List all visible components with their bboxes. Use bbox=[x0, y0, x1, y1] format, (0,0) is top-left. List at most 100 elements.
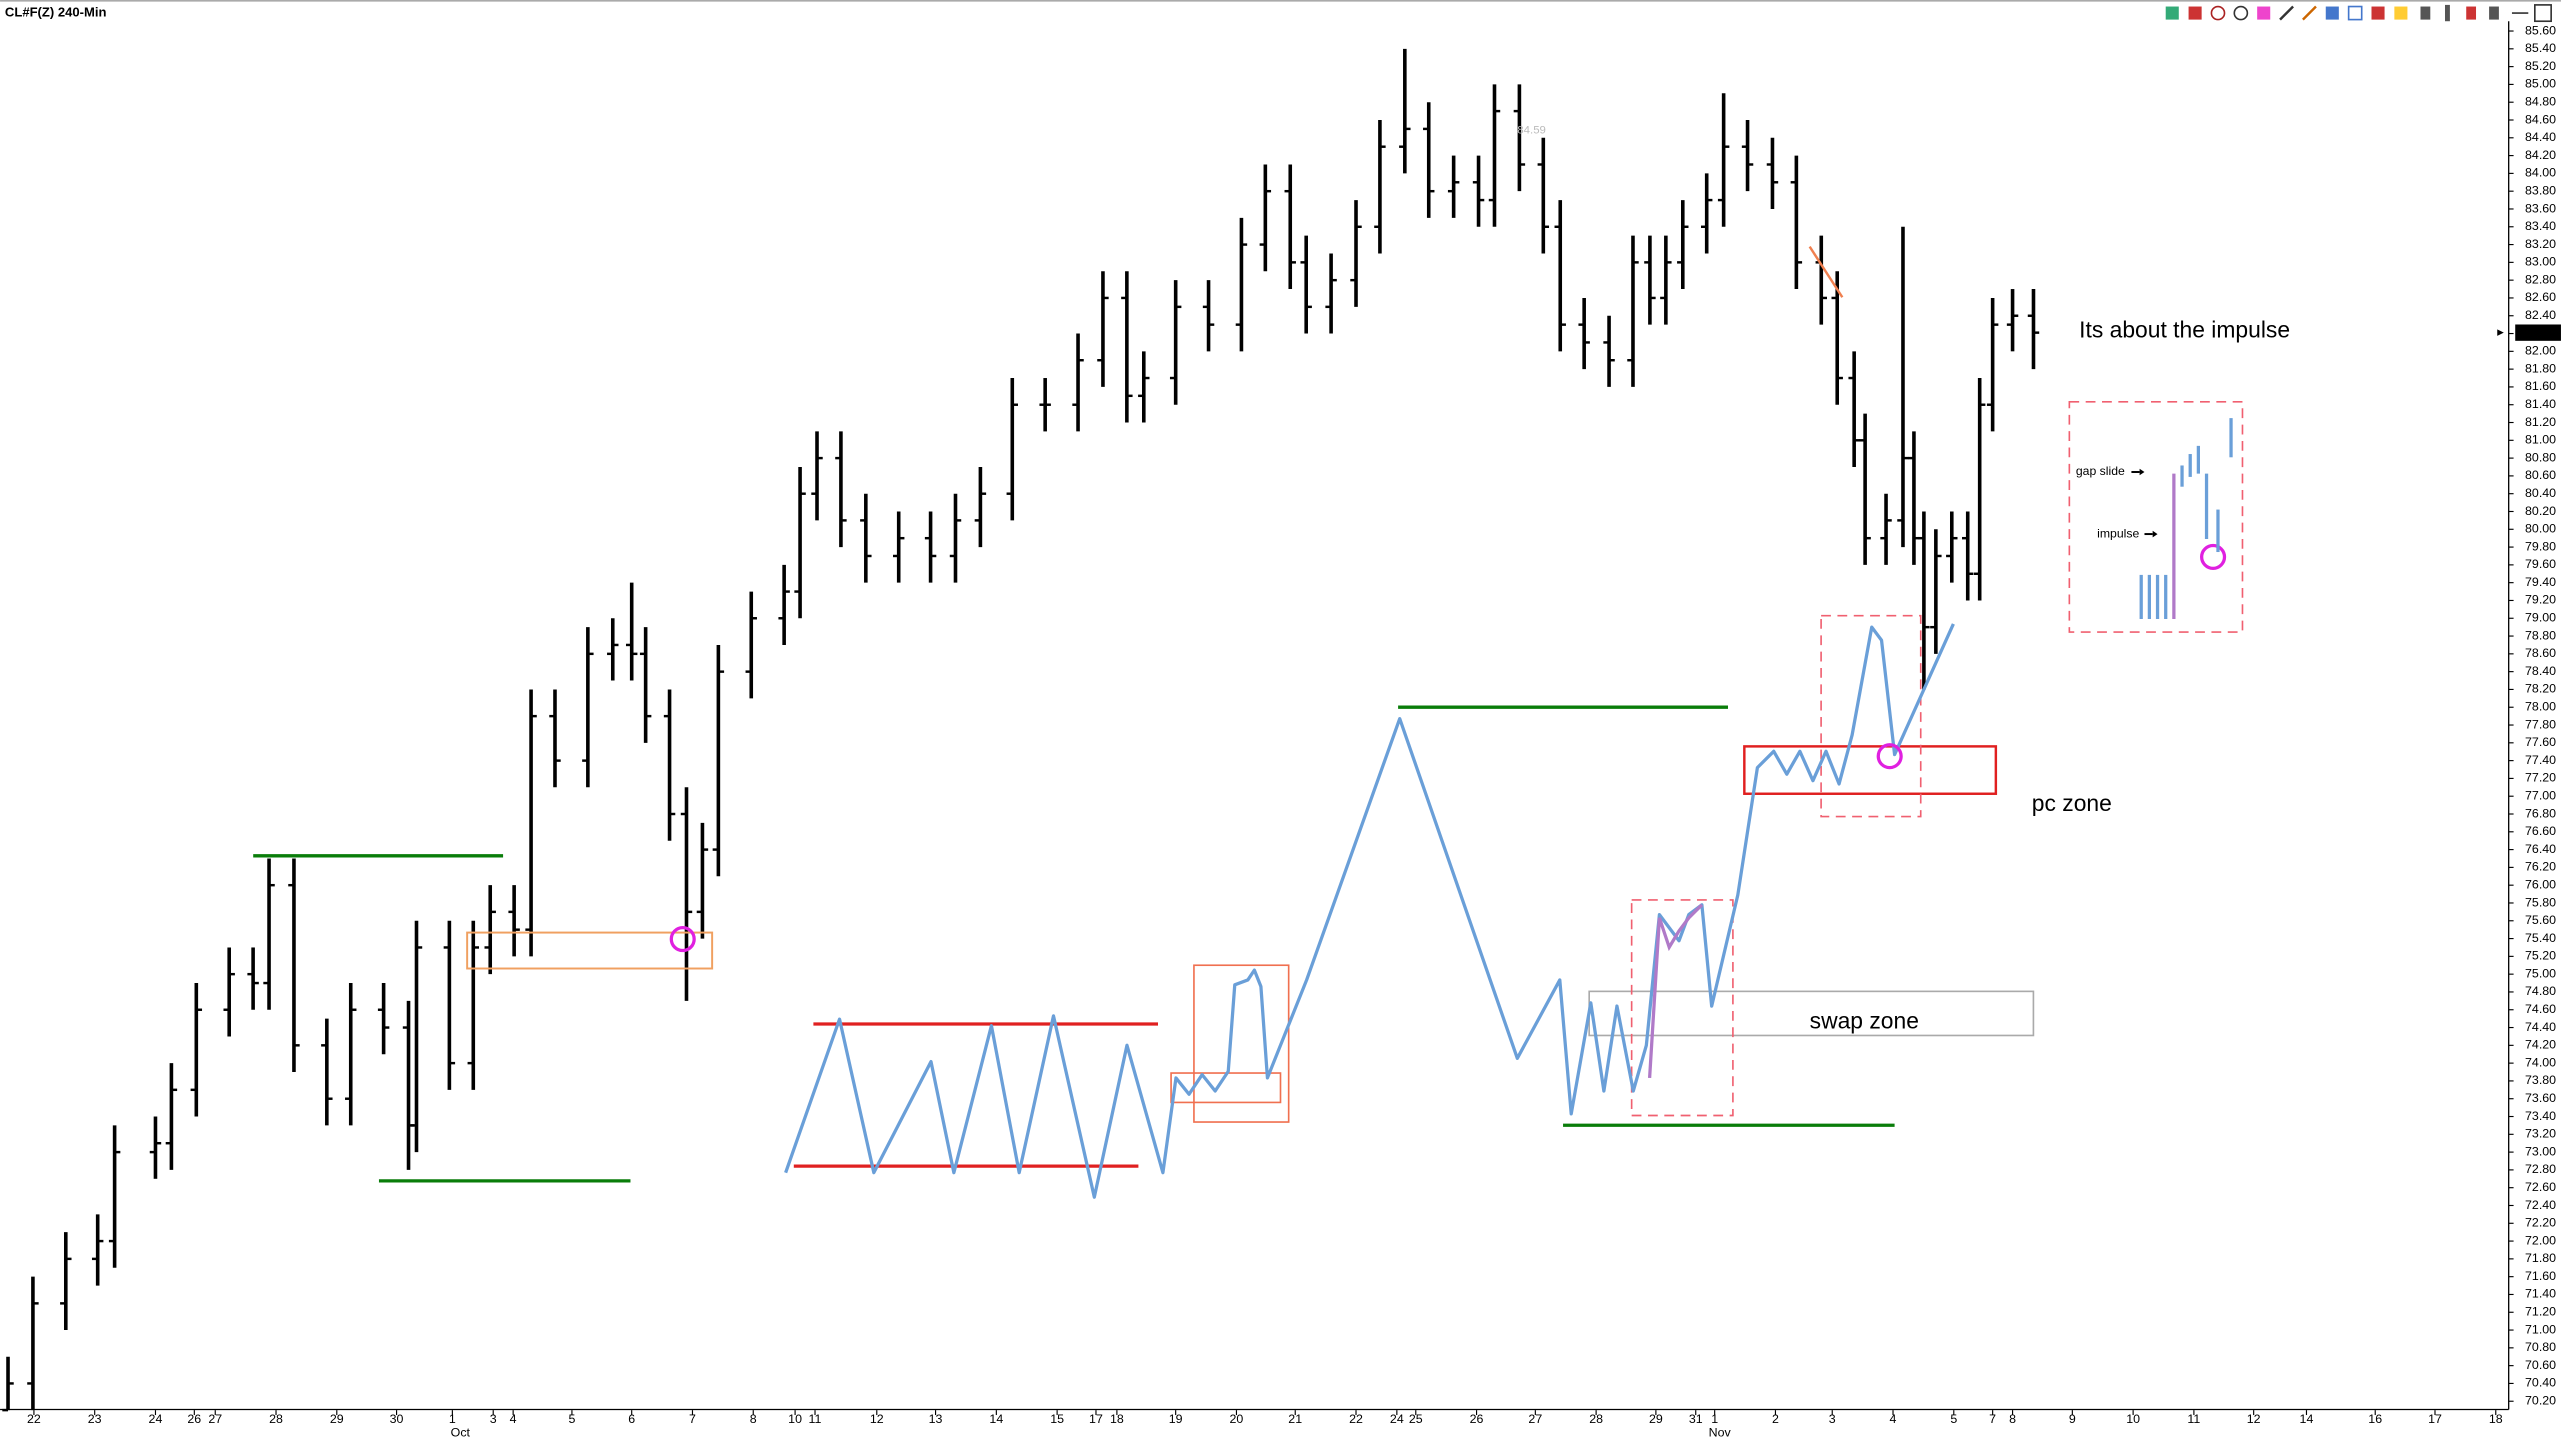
y-tick-label: 82.80 bbox=[2525, 272, 2556, 286]
tool-icon[interactable] bbox=[2466, 6, 2477, 20]
x-tick-label: 1 bbox=[1711, 1412, 1718, 1426]
tool-icon[interactable] bbox=[2279, 5, 2294, 21]
tool-icon[interactable] bbox=[2534, 4, 2552, 23]
pc-zone-box bbox=[1743, 745, 1998, 795]
tool-icon[interactable] bbox=[2394, 6, 2408, 20]
x-tick-label: 29 bbox=[1649, 1412, 1663, 1426]
x-tick-label: 27 bbox=[208, 1412, 222, 1426]
x-tick-label: 17 bbox=[1089, 1412, 1103, 1426]
y-tick-label: 84.60 bbox=[2525, 112, 2556, 126]
y-tick-label: 85.00 bbox=[2525, 77, 2556, 91]
marker-circle bbox=[2200, 543, 2227, 570]
chart-title: CL#F(Z) 240-Min bbox=[5, 5, 107, 20]
tool-icon[interactable] bbox=[2420, 6, 2431, 20]
y-tick-label: 74.00 bbox=[2525, 1055, 2556, 1069]
y-tick-label: 70.80 bbox=[2525, 1340, 2556, 1354]
x-tick-label: 16 bbox=[2368, 1412, 2382, 1426]
x-tick-label: 17 bbox=[2428, 1412, 2442, 1426]
trend-line bbox=[1808, 245, 1844, 298]
inset-sketch bbox=[2139, 418, 2233, 619]
pointer-arrow bbox=[2139, 468, 2145, 476]
y-tick-label: 82.40 bbox=[2525, 308, 2556, 322]
y-tick-label: 80.20 bbox=[2525, 504, 2556, 518]
x-tick-label: 7 bbox=[689, 1412, 696, 1426]
x-tick-label: 3 bbox=[1829, 1412, 1836, 1426]
y-tick-label: 76.80 bbox=[2525, 806, 2556, 820]
y-tick-label: 75.00 bbox=[2525, 966, 2556, 980]
tool-icon[interactable] bbox=[2165, 6, 2179, 20]
y-tick-label: 83.60 bbox=[2525, 201, 2556, 215]
y-tick-label: 71.00 bbox=[2525, 1322, 2556, 1336]
x-tick-label: 22 bbox=[27, 1412, 41, 1426]
annotation: pc zone bbox=[2032, 790, 2112, 816]
y-tick-label: 81.80 bbox=[2525, 361, 2556, 375]
annotation: gap slide bbox=[2076, 464, 2125, 478]
x-tick-label: 4 bbox=[510, 1412, 517, 1426]
tool-icon[interactable] bbox=[2233, 5, 2249, 21]
x-tick-label: 10 bbox=[788, 1412, 802, 1426]
y-tick-label: 72.00 bbox=[2525, 1233, 2556, 1247]
tool-icon[interactable] bbox=[2325, 6, 2339, 20]
y-tick-label: 75.40 bbox=[2525, 931, 2556, 945]
annotation: impulse bbox=[2097, 526, 2139, 540]
y-tick-label: 84.00 bbox=[2525, 166, 2556, 180]
x-tick-label: 28 bbox=[1589, 1412, 1603, 1426]
x-tick-label: 10 bbox=[2126, 1412, 2140, 1426]
zone-box bbox=[466, 931, 714, 970]
y-tick-label: 71.40 bbox=[2525, 1287, 2556, 1301]
x-tick-label: 11 bbox=[2187, 1412, 2200, 1426]
tool-icon[interactable] bbox=[2489, 6, 2499, 20]
y-tick-label: 73.00 bbox=[2525, 1144, 2556, 1158]
x-tick-label: 28 bbox=[269, 1412, 283, 1426]
y-tick-label: 70.40 bbox=[2525, 1376, 2556, 1390]
y-tick-label: 72.60 bbox=[2525, 1180, 2556, 1194]
x-tick-label: 24 bbox=[1390, 1412, 1404, 1426]
marker-circle bbox=[1876, 743, 1903, 770]
tool-icon[interactable] bbox=[2371, 6, 2385, 20]
tool-icon[interactable] bbox=[2188, 6, 2202, 20]
x-tick-label: 3 bbox=[490, 1412, 497, 1426]
x-tick-label: 18 bbox=[2489, 1412, 2503, 1426]
x-tick-label: 20 bbox=[1230, 1412, 1244, 1426]
tool-icon[interactable] bbox=[2347, 5, 2363, 21]
y-tick-label: 81.00 bbox=[2525, 433, 2556, 447]
x-tick-label: 11 bbox=[809, 1412, 822, 1426]
y-tick-label: 85.40 bbox=[2525, 41, 2556, 55]
tool-icon[interactable] bbox=[2302, 5, 2317, 21]
y-tick-label: 74.20 bbox=[2525, 1038, 2556, 1052]
y-tick-label: 73.20 bbox=[2525, 1127, 2556, 1141]
x-tick-label: 29 bbox=[330, 1412, 344, 1426]
x-month-label: Oct bbox=[451, 1425, 471, 1439]
tool-icon[interactable] bbox=[2444, 4, 2450, 22]
last-price-label: 82.21 bbox=[2525, 325, 2556, 339]
x-tick-label: 19 bbox=[1169, 1412, 1183, 1426]
y-tick-label: 79.00 bbox=[2525, 611, 2556, 625]
x-tick-label: 2 bbox=[1772, 1412, 1779, 1426]
y-tick-label: 70.60 bbox=[2525, 1358, 2556, 1372]
y-tick-label: 76.20 bbox=[2525, 860, 2556, 874]
y-tick-label: 78.80 bbox=[2525, 628, 2556, 642]
y-tick-label: 78.20 bbox=[2525, 682, 2556, 696]
y-tick-label: 82.00 bbox=[2525, 344, 2556, 358]
y-tick-label: 71.60 bbox=[2525, 1269, 2556, 1283]
y-tick-label: 85.60 bbox=[2525, 23, 2556, 37]
tool-icon[interactable] bbox=[2257, 6, 2271, 20]
y-tick-label: 81.60 bbox=[2525, 379, 2556, 393]
y-tick-label: 70.20 bbox=[2525, 1394, 2556, 1408]
tool-icon[interactable] bbox=[2210, 5, 2226, 21]
drawings bbox=[253, 245, 2244, 1199]
x-tick-label: 13 bbox=[929, 1412, 943, 1426]
y-tick-label: 77.60 bbox=[2525, 735, 2556, 749]
y-tick-label: 83.80 bbox=[2525, 183, 2556, 197]
y-tick-label: 75.20 bbox=[2525, 949, 2556, 963]
x-tick-label: 6 bbox=[628, 1412, 635, 1426]
dashed-box bbox=[1820, 614, 1922, 818]
toolbar bbox=[2165, 4, 2552, 23]
x-tick-label: 18 bbox=[1110, 1412, 1124, 1426]
dashed-box bbox=[1630, 899, 1734, 1117]
y-tick-label: 73.40 bbox=[2525, 1109, 2556, 1123]
y-tick-label: 83.20 bbox=[2525, 237, 2556, 251]
annotation: swap zone bbox=[1810, 1007, 1919, 1033]
